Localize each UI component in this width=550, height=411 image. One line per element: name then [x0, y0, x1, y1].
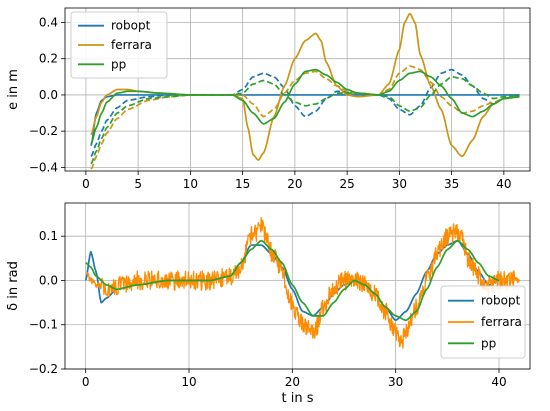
- legend-label-pp: pp: [111, 57, 126, 71]
- x-tick-label: 20: [287, 177, 302, 191]
- legend-box: [440, 285, 526, 359]
- y-tick-label: 0.1: [39, 229, 58, 243]
- y-tick-label: 0.2: [39, 52, 58, 66]
- x-tick-label: 15: [235, 177, 250, 191]
- legend: robopt ferrara pp: [440, 285, 526, 359]
- x-tick-label: 0: [82, 177, 90, 191]
- legend-label-robopt: robopt: [481, 294, 521, 308]
- plot-frame: [64, 7, 531, 172]
- legend-box: [70, 11, 168, 79]
- x-tick-label: 10: [181, 375, 196, 389]
- series-line-ferrara: [85, 217, 521, 349]
- y-axis-label: e in m: [6, 69, 21, 110]
- series-line-dashed-2ca02c: [90, 76, 520, 165]
- series-line-pp: [90, 68, 520, 145]
- x-tick-label: 25: [339, 177, 354, 191]
- series-line-dashed-1f77b4: [90, 68, 520, 157]
- series-line-dashed-cc9514: [90, 65, 520, 170]
- legend-label-robopt: robopt: [111, 19, 151, 33]
- y-axis-label: δ in rad: [6, 261, 21, 311]
- y-tick-label: −0.2: [29, 362, 58, 376]
- x-tick-label: 30: [392, 177, 407, 191]
- legend-label-pp: pp: [481, 336, 496, 350]
- x-axis-label: t in s: [282, 391, 314, 406]
- bottom-plot: 0 10 20 30 40 −0.2 −0.1 0.0 0.1 δ in rad t in s rob…: [6, 202, 531, 406]
- y-tick-label: −0.1: [29, 318, 58, 332]
- y-tick-label: −0.4: [29, 160, 58, 174]
- x-tick-label: 40: [491, 375, 506, 389]
- y-tick-label: 0.0: [39, 88, 58, 102]
- series-line-pp: [85, 239, 500, 322]
- plot-frame: [64, 202, 531, 370]
- legend: robopt ferrara pp: [70, 11, 168, 79]
- x-tick-label: 35: [444, 177, 459, 191]
- x-tick-label: 0: [82, 375, 90, 389]
- y-tick-label: 0.0: [39, 273, 58, 287]
- top-plot: 0 5 10 15 20 25 30 35 40 −0.4 −0.2 0.0 0.2 0.4 e in m r…: [6, 7, 531, 191]
- x-tick-label: 5: [134, 177, 142, 191]
- y-tick-label: 0.4: [39, 15, 58, 29]
- x-tick-label: 30: [388, 375, 403, 389]
- x-tick-label: 40: [496, 177, 511, 191]
- x-tick-label: 20: [285, 375, 300, 389]
- x-tick-label: 10: [183, 177, 198, 191]
- legend-label-ferrara: ferrara: [481, 315, 522, 329]
- y-tick-label: −0.2: [29, 124, 58, 138]
- legend-label-ferrara: ferrara: [111, 38, 152, 52]
